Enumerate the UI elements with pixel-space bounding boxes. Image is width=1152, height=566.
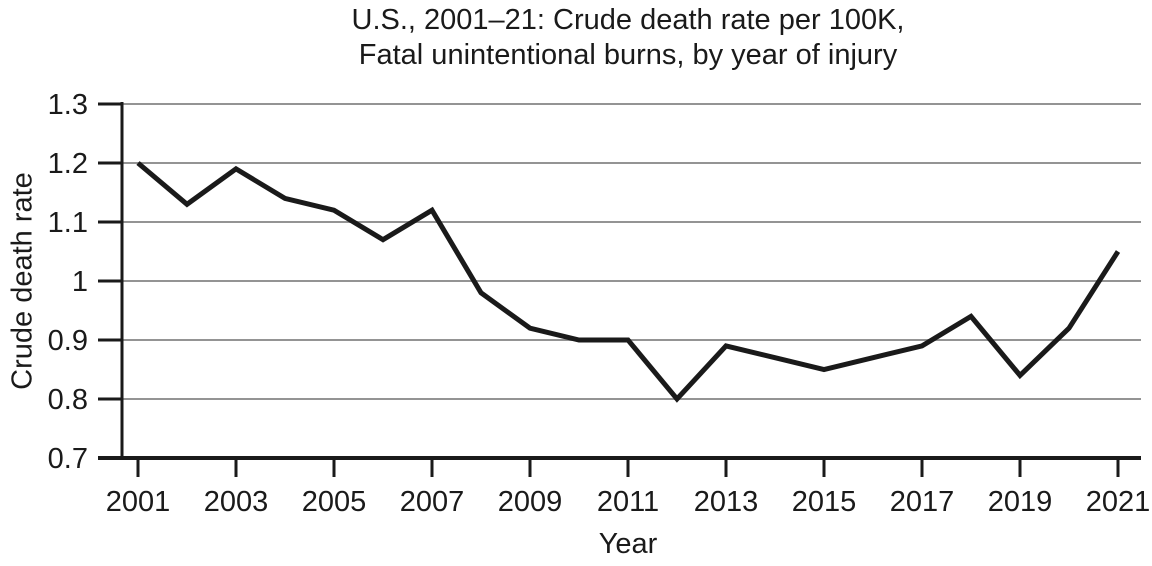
y-tick-label: 0.7 xyxy=(48,443,88,475)
x-tick-label: 2017 xyxy=(890,486,955,518)
chart-title-line1: U.S., 2001–21: Crude death rate per 100K… xyxy=(351,4,905,36)
x-tick-label: 2015 xyxy=(792,486,857,518)
x-tick-label: 2011 xyxy=(597,486,659,518)
y-tick-label: 0.8 xyxy=(48,384,88,416)
series-line xyxy=(136,161,1121,403)
x-tick-label: 2003 xyxy=(204,486,269,518)
x-tick-label: 2013 xyxy=(694,486,759,518)
chart-title-line2: Fatal unintentional burns, by year of in… xyxy=(358,39,898,71)
x-tick-label: 2019 xyxy=(988,486,1053,518)
x-axis-title: Year xyxy=(598,528,658,560)
y-tick-label: 1.1 xyxy=(48,207,88,239)
y-tick-label: 0.9 xyxy=(48,325,88,357)
y-tick-label: 1.3 xyxy=(48,89,88,121)
x-tick-label: 2005 xyxy=(302,486,367,518)
y-tick-label: 1.2 xyxy=(48,148,88,180)
y-tick-label: 1 xyxy=(72,266,88,298)
x-tick-label: 2009 xyxy=(498,486,563,518)
x-tick-label: 2007 xyxy=(400,486,465,518)
x-tick-label: 2001 xyxy=(106,486,171,518)
chart-title: U.S., 2001–21: Crude death rate per 100K… xyxy=(122,3,1134,73)
x-tick-label: 2021 xyxy=(1086,486,1151,518)
